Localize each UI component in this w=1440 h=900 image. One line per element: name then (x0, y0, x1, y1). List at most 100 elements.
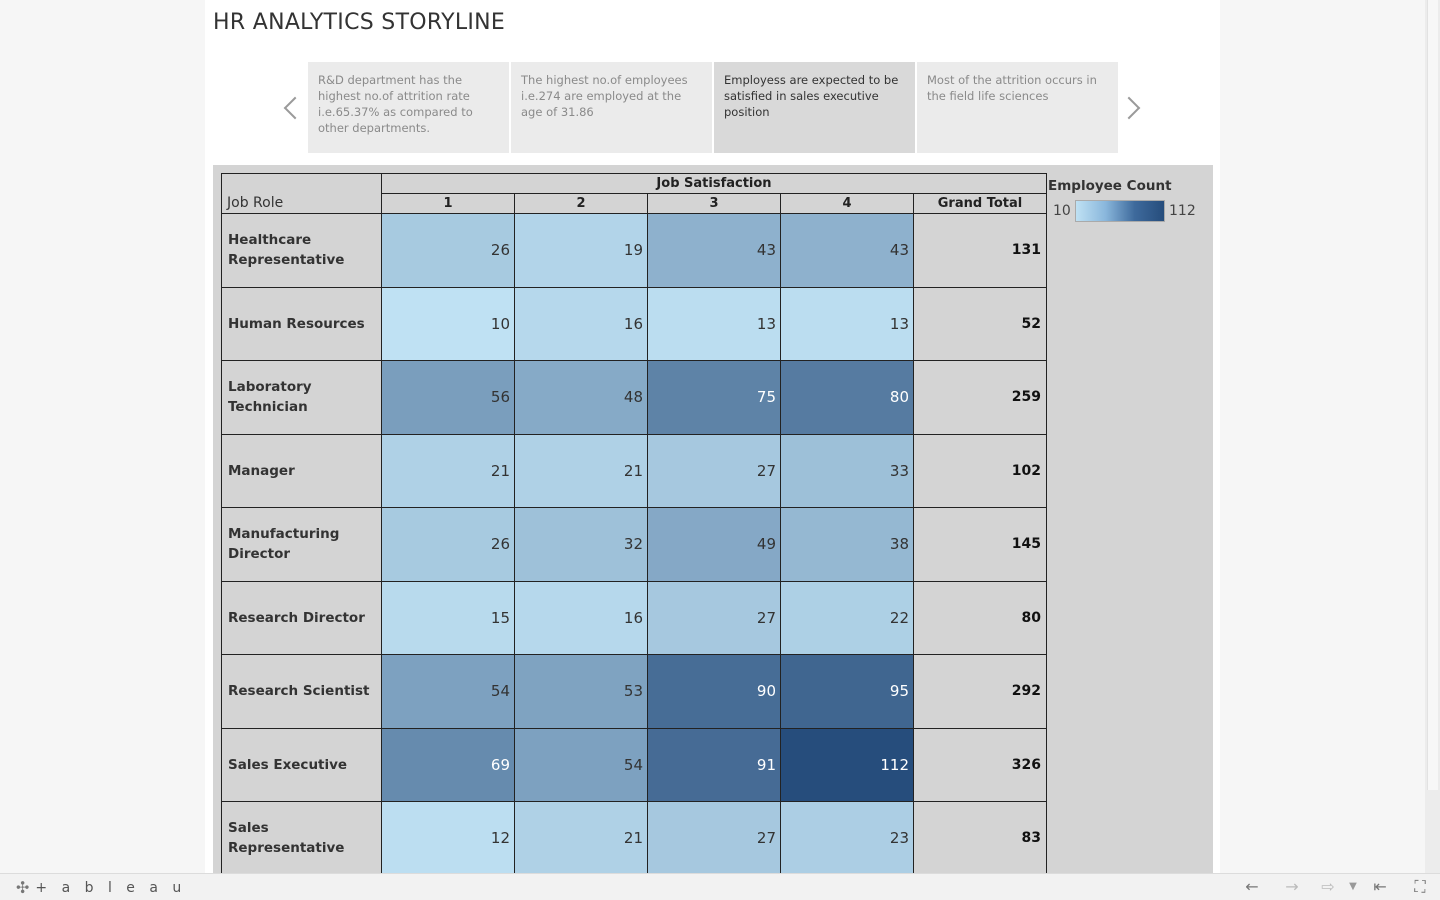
story-point-text: R&D department has the highest no.of att… (318, 73, 473, 135)
heatmap-cell[interactable]: 75 (647, 360, 781, 435)
heatmap-cell[interactable]: 33 (780, 433, 914, 508)
story-point-3[interactable]: Employess are expected to be satisfied i… (714, 62, 915, 153)
fullscreen-icon[interactable]: ⛶ (1414, 877, 1426, 896)
crosstab-table: Job Role Job Satisfaction 1 2 3 4 Grand … (221, 173, 1047, 873)
table-row: Human Resources 10 16 13 13 52 (221, 286, 1047, 361)
undo-icon[interactable]: ← (1245, 877, 1259, 896)
row-label-job-role[interactable]: Healthcare Representative (221, 213, 382, 288)
heatmap-cell[interactable]: 43 (780, 213, 914, 288)
table-row: Sales Representative 12 21 27 23 83 (221, 801, 1047, 873)
column-header-1[interactable]: 1 (381, 193, 515, 214)
heatmap-cell[interactable]: 95 (780, 654, 914, 729)
row-label-job-role[interactable]: Human Resources (221, 286, 382, 361)
row-label-job-role[interactable]: Sales Representative (221, 801, 382, 873)
column-header-2[interactable]: 2 (514, 193, 648, 214)
grand-total-cell[interactable]: 83 (913, 801, 1047, 873)
grand-total-cell[interactable]: 102 (913, 433, 1047, 508)
column-header-grand-total[interactable]: Grand Total (913, 193, 1047, 214)
color-legend: Employee Count 10 112 (1048, 178, 1208, 224)
table-row: Manufacturing Director 26 32 49 38 145 (221, 507, 1047, 582)
revert-all-icon[interactable]: ⇤ (1373, 877, 1387, 896)
grand-total-cell[interactable]: 52 (913, 286, 1047, 361)
previous-story-point-button[interactable] (279, 88, 307, 128)
heatmap-cell[interactable]: 69 (381, 727, 515, 802)
heatmap-cell[interactable]: 91 (647, 727, 781, 802)
heatmap-cell[interactable]: 90 (647, 654, 781, 729)
heatmap-cell[interactable]: 53 (514, 654, 648, 729)
story-title: HR ANALYTICS STORYLINE (213, 10, 506, 35)
heatmap-cell[interactable]: 21 (381, 433, 515, 508)
heatmap-cell[interactable]: 54 (381, 654, 515, 729)
heatmap-cell[interactable]: 19 (514, 213, 648, 288)
redo-icon[interactable]: → (1285, 877, 1299, 896)
table-row: Manager 21 21 27 33 102 (221, 433, 1047, 508)
row-label-job-role[interactable]: Manager (221, 433, 382, 508)
heatmap-cell[interactable]: 12 (381, 801, 515, 873)
revert-dropdown-icon[interactable]: ▼ (1349, 881, 1357, 892)
heatmap-cell[interactable]: 27 (647, 801, 781, 873)
heatmap-cell[interactable]: 49 (647, 507, 781, 582)
column-header-3[interactable]: 3 (647, 193, 781, 214)
heatmap-cell[interactable]: 21 (514, 433, 648, 508)
story-point-text: The highest no.of employees i.e.274 are … (521, 73, 688, 119)
story-point-text: Employess are expected to be satisfied i… (724, 73, 899, 119)
heatmap-cell[interactable]: 56 (381, 360, 515, 435)
heatmap-cell[interactable]: 43 (647, 213, 781, 288)
table-row: Research Director 15 16 27 22 80 (221, 580, 1047, 655)
legend-max-value: 112 (1169, 203, 1196, 219)
column-group-header-job-satisfaction[interactable]: Job Satisfaction (381, 173, 1047, 194)
grand-total-cell[interactable]: 80 (913, 580, 1047, 655)
row-header-job-role[interactable]: Job Role (221, 173, 382, 214)
story-point-2[interactable]: The highest no.of employees i.e.274 are … (511, 62, 712, 153)
story-point-1[interactable]: R&D department has the highest no.of att… (308, 62, 509, 153)
column-header-4[interactable]: 4 (780, 193, 914, 214)
story-point-text: Most of the attrition occurs in the fiel… (927, 73, 1097, 103)
heatmap-cell[interactable]: 38 (780, 507, 914, 582)
legend-color-ramp (1075, 200, 1165, 222)
chevron-left-icon (283, 96, 307, 120)
heatmap-cell[interactable]: 13 (647, 286, 781, 361)
vertical-scrollbar[interactable] (1425, 0, 1440, 873)
heatmap-cell[interactable]: 48 (514, 360, 648, 435)
grand-total-cell[interactable]: 292 (913, 654, 1047, 729)
row-label-job-role[interactable]: Laboratory Technician (221, 360, 382, 435)
heatmap-cell[interactable]: 16 (514, 286, 648, 361)
tableau-logo-link[interactable]: ✣ + a b l e a u (16, 878, 186, 897)
heatmap-cell[interactable]: 27 (647, 433, 781, 508)
heatmap-cell[interactable]: 32 (514, 507, 648, 582)
legend-title: Employee Count (1048, 178, 1172, 194)
heatmap-cell[interactable]: 10 (381, 286, 515, 361)
row-label-job-role[interactable]: Manufacturing Director (221, 507, 382, 582)
row-label-job-role[interactable]: Research Director (221, 580, 382, 655)
chevron-right-icon (1117, 96, 1141, 120)
grand-total-cell[interactable]: 326 (913, 727, 1047, 802)
heatmap-cell[interactable]: 112 (780, 727, 914, 802)
heatmap-cell[interactable]: 16 (514, 580, 648, 655)
heatmap-cell[interactable]: 22 (780, 580, 914, 655)
heatmap-cell[interactable]: 26 (381, 507, 515, 582)
heatmap-viz: Job Role Job Satisfaction 1 2 3 4 Grand … (213, 165, 1213, 873)
grand-total-cell[interactable]: 145 (913, 507, 1047, 582)
row-label-job-role[interactable]: Sales Executive (221, 727, 382, 802)
grand-total-cell[interactable]: 259 (913, 360, 1047, 435)
scrollbar-thumb[interactable] (1427, 0, 1438, 790)
heatmap-cell[interactable]: 26 (381, 213, 515, 288)
heatmap-cell[interactable]: 54 (514, 727, 648, 802)
grand-total-cell[interactable]: 131 (913, 213, 1047, 288)
heatmap-body: Healthcare Representative 26 19 43 43 131 Huma… (221, 213, 1047, 873)
bottom-toolbar: ✣ + a b l e a u ← → ⇨ ▼ ⇤ ⛶ (0, 873, 1440, 900)
table-row: Laboratory Technician 56 48 75 80 259 (221, 360, 1047, 435)
row-label-job-role[interactable]: Research Scientist (221, 654, 382, 729)
legend-min-value: 10 (1053, 203, 1071, 219)
heatmap-cell[interactable]: 13 (780, 286, 914, 361)
heatmap-cell[interactable]: 15 (381, 580, 515, 655)
table-row: Research Scientist 54 53 90 95 292 (221, 654, 1047, 729)
heatmap-cell[interactable]: 23 (780, 801, 914, 873)
heatmap-cell[interactable]: 80 (780, 360, 914, 435)
heatmap-cell[interactable]: 21 (514, 801, 648, 873)
tableau-logo-icon: ✣ (16, 878, 30, 897)
story-point-4[interactable]: Most of the attrition occurs in the fiel… (917, 62, 1118, 153)
revert-icon[interactable]: ⇨ (1321, 877, 1335, 896)
heatmap-cell[interactable]: 27 (647, 580, 781, 655)
next-story-point-button[interactable] (1117, 88, 1145, 128)
